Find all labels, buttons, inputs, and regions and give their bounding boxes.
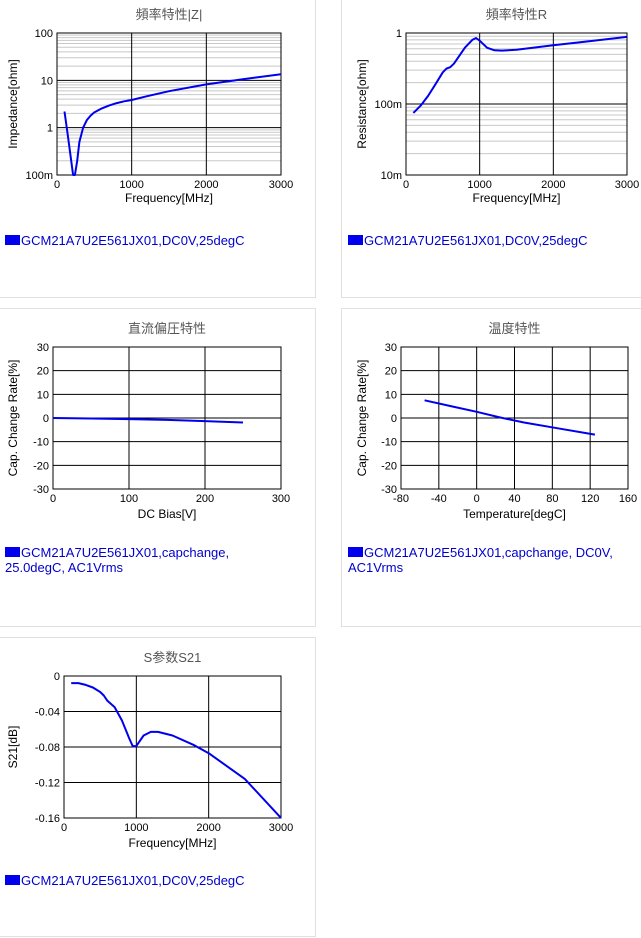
chart-legend[interactable]: GCM21A7U2E561JX01,DC0V,25degC xyxy=(348,233,638,248)
x-tick-label: 1000 xyxy=(467,179,491,191)
x-tick-label: 2000 xyxy=(541,179,565,191)
x-tick-label: 0 xyxy=(54,179,60,191)
chart-title: S参数S21 xyxy=(144,650,202,665)
legend-swatch xyxy=(348,547,363,557)
x-tick-label: 160 xyxy=(619,493,637,505)
chart-panel-dc-bias: 0 100 200 300 -30 -20 -10 0 10 20 30 直流偏圧特性 DC Bias[… xyxy=(0,308,316,627)
x-tick-label: 3000 xyxy=(269,822,293,834)
y-tick-label: -10 xyxy=(381,437,397,449)
series-line xyxy=(71,682,281,819)
x-tick-label: 200 xyxy=(196,493,214,505)
plot-frame xyxy=(63,675,282,819)
x-tick-label: 300 xyxy=(272,493,290,505)
y-tick-label: -0.16 xyxy=(35,813,60,825)
legend-label: GCM21A7U2E561JX01,DC0V,25degC xyxy=(21,873,245,888)
plot-frame xyxy=(405,32,628,176)
y-tick-label: 100m xyxy=(374,99,402,111)
x-axis-label: Temperature[degC] xyxy=(463,507,566,521)
legend-label: GCM21A7U2E561JX01,capchange, DC0V, AC1Vr… xyxy=(348,545,613,575)
series-line xyxy=(53,417,244,424)
y-axis-label: Resistance[ohm] xyxy=(355,59,369,148)
y-axis-label: Cap. Change Rate[%] xyxy=(6,360,20,477)
series-line xyxy=(424,399,596,436)
chart-panel-s21: 0 1000 2000 3000 -0.16 -0.12 -0.08 -0.04 0 S参数S21… xyxy=(0,637,316,937)
y-tick-label: 10m xyxy=(381,170,402,182)
y-tick-label: 10 xyxy=(385,389,397,401)
y-tick-label: 0 xyxy=(43,413,49,425)
chart-panel-impedance: 0 1000 2000 3000 100m 1 10 100 頻率特性|Z| Frequency[… xyxy=(0,0,316,298)
y-axis-label: Cap. Change Rate[%] xyxy=(355,360,369,477)
x-axis-label: Frequency[MHz] xyxy=(125,191,213,205)
x-tick-label: 0 xyxy=(50,493,56,505)
legend-swatch xyxy=(348,235,363,245)
x-tick-label: 100 xyxy=(120,493,138,505)
x-tick-label: 0 xyxy=(61,822,67,834)
chart-panel-resistance: 0 1000 2000 3000 10m 100m 1 頻率特性R Frequency[MHz]… xyxy=(341,0,641,298)
y-tick-label: 100 xyxy=(35,28,53,40)
y-tick-label: -30 xyxy=(33,484,49,496)
x-axis-label: Frequency[MHz] xyxy=(128,836,216,850)
chart-legend[interactable]: GCM21A7U2E561JX01,DC0V,25degC xyxy=(5,233,305,248)
y-tick-label: 30 xyxy=(37,342,49,354)
chart-s21: 0 1000 2000 3000 -0.16 -0.12 -0.08 -0.04 0 S参数S21… xyxy=(6,650,293,850)
chart-dc-bias: 0 100 200 300 -30 -20 -10 0 10 20 30 直流偏圧特性 DC Bias[… xyxy=(6,321,290,521)
y-tick-label: -0.12 xyxy=(35,778,60,790)
legend-label: GCM21A7U2E561JX01,DC0V,25degC xyxy=(364,233,588,248)
x-tick-label: 120 xyxy=(581,493,599,505)
legend-label: GCM21A7U2E561JX01,DC0V,25degC xyxy=(21,233,245,248)
plot-frame xyxy=(56,32,282,176)
chart-legend[interactable]: GCM21A7U2E561JX01,capchange, 25.0degC, A… xyxy=(5,545,265,575)
y-tick-label: 100m xyxy=(25,170,53,182)
y-tick-label: 30 xyxy=(385,342,397,354)
x-tick-label: -80 xyxy=(393,493,409,505)
y-tick-label: -20 xyxy=(33,460,49,472)
y-tick-label: -10 xyxy=(33,437,49,449)
y-tick-label: 0 xyxy=(54,671,60,683)
y-axis-label: Impedance[ohm] xyxy=(6,59,20,148)
x-tick-label: 0 xyxy=(403,179,409,191)
x-tick-label: 2000 xyxy=(194,179,218,191)
series-line xyxy=(63,73,281,176)
y-tick-label: 10 xyxy=(41,75,53,87)
x-tick-label: 40 xyxy=(508,493,520,505)
chart-title: 頻率特性|Z| xyxy=(136,7,203,22)
chart-title: 頻率特性R xyxy=(486,7,547,22)
x-tick-label: 3000 xyxy=(615,179,639,191)
chart-legend[interactable]: GCM21A7U2E561JX01,capchange, DC0V, AC1Vr… xyxy=(348,545,633,575)
chart-title: 温度特性 xyxy=(488,321,540,336)
y-tick-label: -0.04 xyxy=(35,707,60,719)
chart-impedance: 0 1000 2000 3000 100m 1 10 100 頻率特性|Z| Frequency[… xyxy=(6,7,293,205)
legend-swatch xyxy=(5,875,20,885)
y-tick-label: 10 xyxy=(37,389,49,401)
y-tick-label: 1 xyxy=(396,28,402,40)
y-tick-label: 0 xyxy=(391,413,397,425)
chart-panel-temperature: -80 -40 0 40 80 120 160 -30 -20 -10 0 10 20 30 温度特性 Tem… xyxy=(341,308,641,627)
y-tick-label: 1 xyxy=(47,123,53,135)
chart-legend[interactable]: GCM21A7U2E561JX01,DC0V,25degC xyxy=(5,873,305,888)
x-tick-label: 2000 xyxy=(196,822,220,834)
legend-label: GCM21A7U2E561JX01,capchange, 25.0degC, A… xyxy=(5,545,230,575)
legend-swatch xyxy=(5,547,20,557)
chart-title: 直流偏圧特性 xyxy=(128,321,206,336)
x-axis-label: Frequency[MHz] xyxy=(472,191,560,205)
y-tick-label: 20 xyxy=(385,366,397,378)
x-tick-label: 0 xyxy=(474,493,480,505)
x-tick-label: 1000 xyxy=(124,822,148,834)
x-tick-label: -40 xyxy=(431,493,447,505)
y-tick-label: -30 xyxy=(381,484,397,496)
plot-frame xyxy=(400,346,629,490)
chart-temperature: -80 -40 0 40 80 120 160 -30 -20 -10 0 10 20 30 温度特性 Tem… xyxy=(355,321,637,521)
x-axis-label: DC Bias[V] xyxy=(138,507,197,521)
chart-resistance: 0 1000 2000 3000 10m 100m 1 頻率特性R Frequency[MHz]… xyxy=(355,7,639,205)
y-tick-label: -20 xyxy=(381,460,397,472)
legend-swatch xyxy=(5,235,20,245)
x-tick-label: 1000 xyxy=(119,179,143,191)
y-tick-label: -0.08 xyxy=(35,742,60,754)
y-tick-label: 20 xyxy=(37,366,49,378)
x-tick-label: 80 xyxy=(546,493,558,505)
series-line xyxy=(412,35,627,114)
x-tick-label: 3000 xyxy=(269,179,293,191)
y-axis-label: S21[dB] xyxy=(6,726,20,769)
